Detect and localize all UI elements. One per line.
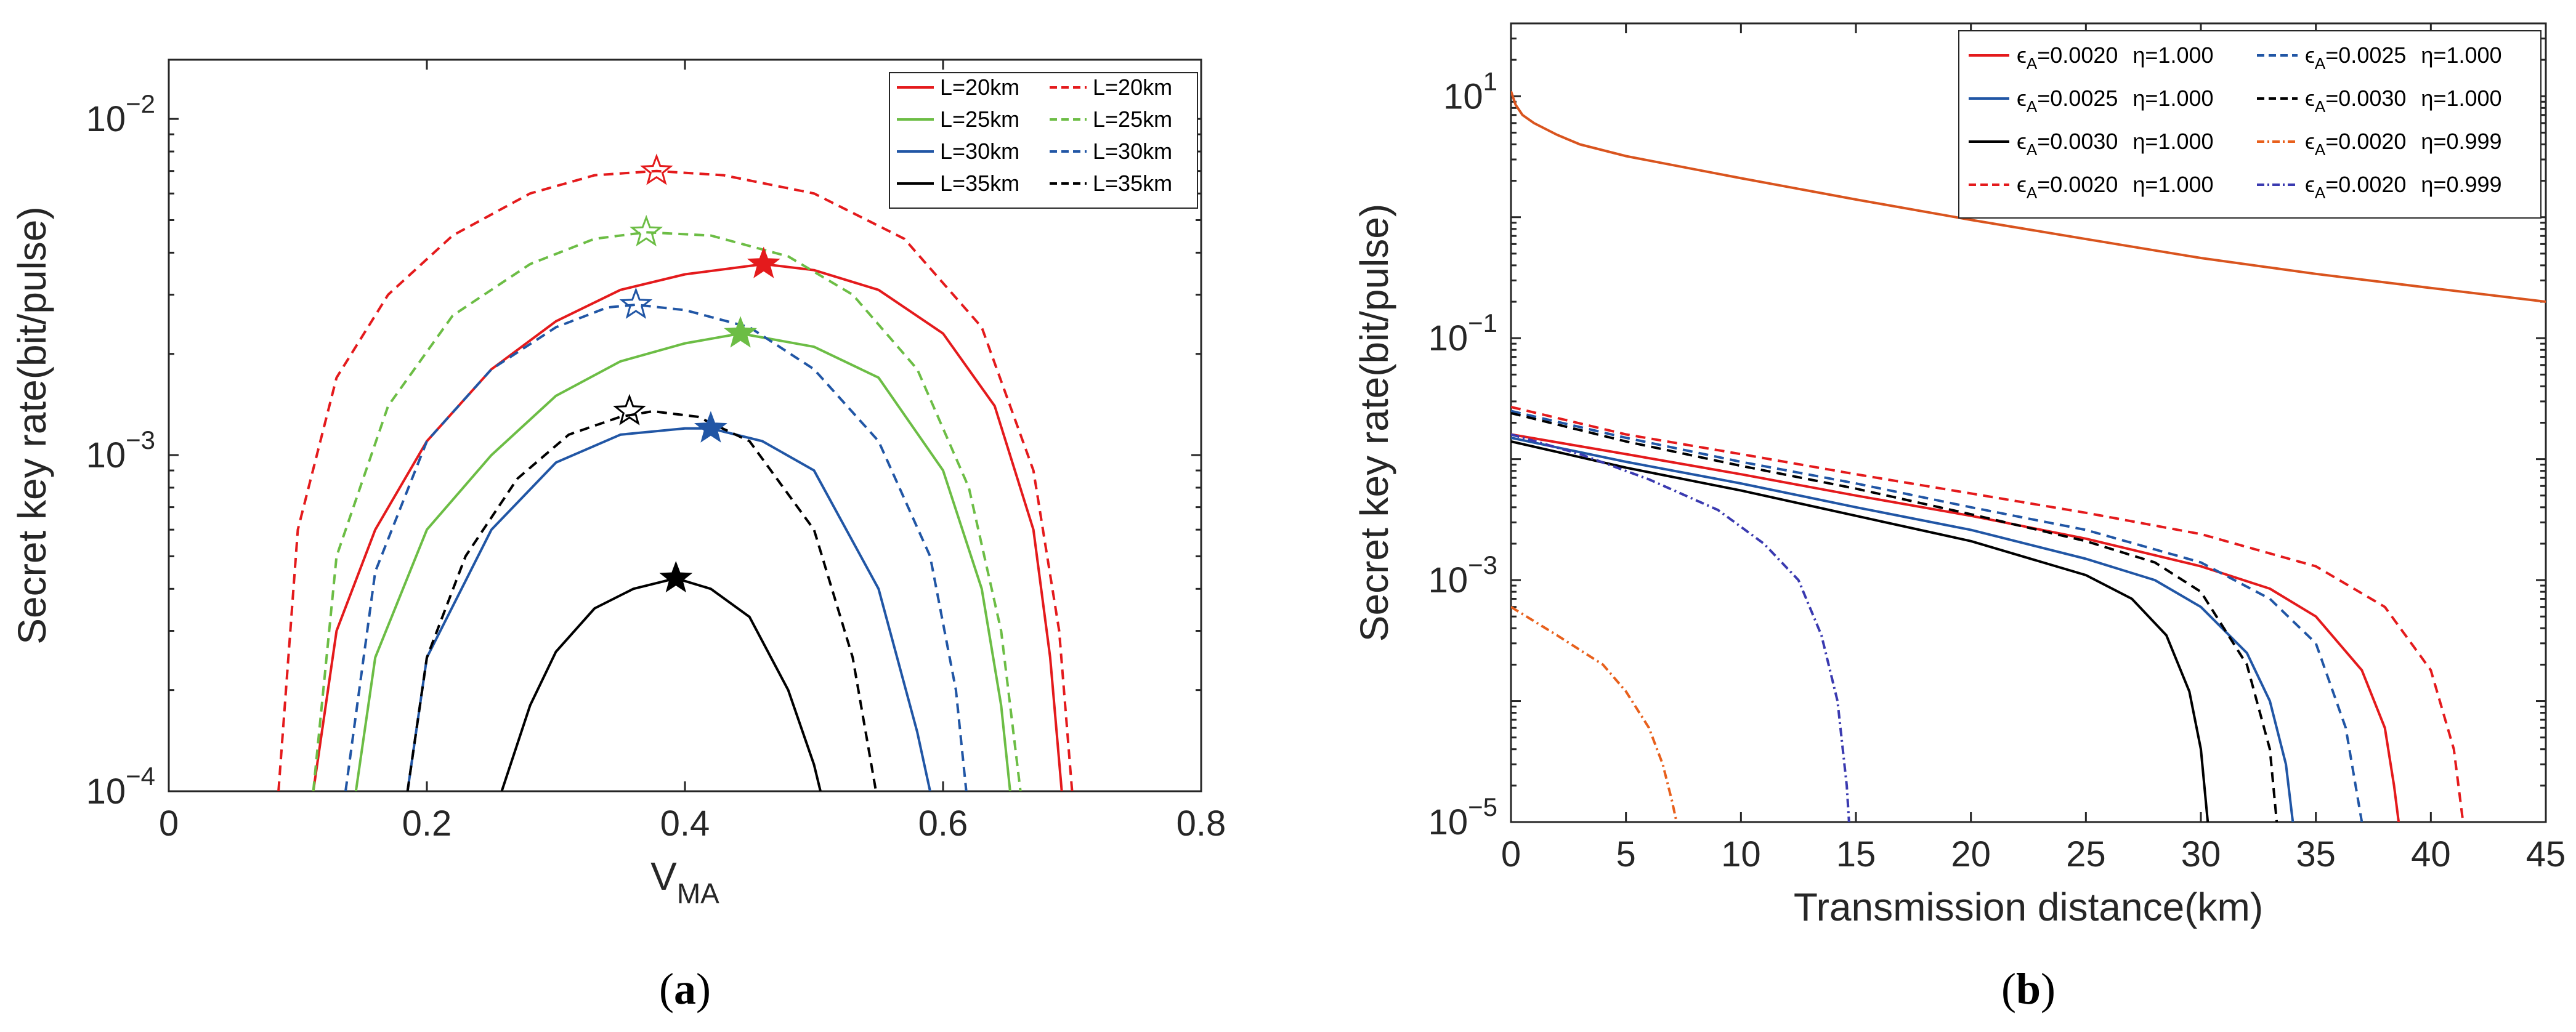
x-tick-label: 0.2 [402,804,452,844]
x-axis-label: Transmission distance(km) [1794,885,2263,929]
series-line-3 [406,427,931,791]
panel-label: (b) [2001,964,2056,1014]
series-line-5 [1511,409,2363,822]
panel-label: (a) [659,964,711,1014]
series-line-6 [1511,411,2278,822]
series-line-1 [1511,433,2400,822]
series-line-8 [406,409,878,791]
legend-entry: L=35km [1093,171,1172,196]
x-tick-label: 10 [1721,834,1761,874]
legend-box [1958,30,2542,219]
legend-entry: L=30km [940,139,1019,164]
legend-entry: L=25km [940,107,1019,132]
y-tick-label: 10−3 [86,425,155,475]
legend-box [889,72,1198,209]
series-line-4 [1511,405,2465,822]
legend-entry: L=25km [1093,107,1172,132]
legend-entry: ϵA=0.0030 η=1.000 [2017,129,2214,159]
y-tick-label: 10−1 [1428,308,1497,358]
chart-panel-a: 0 0.2 0.4 0.6 0.8 10−4 10−3 10−2 VMA Secret key r… [10,58,1226,1014]
peak-star-marker-2 [724,316,757,348]
x-tick-label: 5 [1616,834,1636,874]
legend-entry: L=30km [1093,139,1172,164]
series-line-7 [344,303,968,791]
series-line-8 [1511,433,1850,822]
series-line-7 [1511,605,1678,822]
series-group [1511,91,2546,822]
peak-star-marker-1 [747,246,780,278]
peak-star-marker-5 [640,153,673,185]
legend-entry: ϵA=0.0020 η=0.999 [2305,172,2502,202]
y-tick-label: 10−5 [1428,792,1497,842]
x-axis-label: VMA [650,854,719,909]
legend-entry: ϵA=0.0020 η=1.000 [2017,172,2214,202]
series-line-2 [354,332,1011,791]
legend-entry: L=35km [940,171,1019,196]
legend-entry: ϵA=0.0025 η=1.000 [2017,86,2214,116]
x-tick-label: 30 [2181,834,2221,874]
x-tick-label: 45 [2526,834,2566,874]
y-tick-label: 101 [1443,67,1497,116]
series-line-9 [1511,91,2546,303]
peak-star-marker-3 [694,411,727,443]
chart-panel-b: 0 5 10 15 20 25 30 35 40 45 10−5 10−3 10−1 101 Transmi… [1352,22,2566,1014]
peak-star-marker-6 [630,214,663,247]
legend-entry: L=20km [940,75,1019,100]
peak-star-marker-7 [619,287,653,319]
x-tick-label: 15 [1836,834,1876,874]
series-line-5 [277,169,1074,791]
legend-entry: ϵA=0.0025 η=1.000 [2305,42,2502,73]
series-line-3 [1511,440,2209,822]
series-group [277,169,1074,791]
y-tick-label: 10−2 [86,89,155,139]
x-tick-label: 40 [2411,834,2451,874]
y-tick-label: 10−4 [86,762,155,812]
y-axis-label: Secret key rate(bit/pulse) [10,206,54,644]
legend-entry: ϵA=0.0030 η=1.000 [2305,86,2502,116]
x-tick-label: 0 [1501,834,1521,874]
x-tick-label: 0.8 [1177,804,1226,844]
peak-star-marker-8 [613,393,646,425]
x-tick-label: 35 [2296,834,2336,874]
legend-entry: ϵA=0.0020 η=1.000 [2017,42,2214,73]
x-tick-label: 0.4 [660,804,710,844]
x-tick-label: 20 [1951,834,1991,874]
legend-entry: ϵA=0.0020 η=0.999 [2305,129,2502,159]
legend-entry: L=20km [1093,75,1172,100]
peak-star-marker-4 [659,560,693,593]
series-line-1 [312,262,1063,791]
y-tick-label: 10−3 [1428,550,1497,600]
series-line-6 [312,231,1022,791]
x-tick-label: 0.6 [918,804,968,844]
x-tick-label: 0 [159,804,179,844]
x-tick-label: 25 [2066,834,2106,874]
series-line-2 [1511,437,2295,822]
y-axis-label: Secret key rate(bit/pulse) [1352,204,1396,642]
